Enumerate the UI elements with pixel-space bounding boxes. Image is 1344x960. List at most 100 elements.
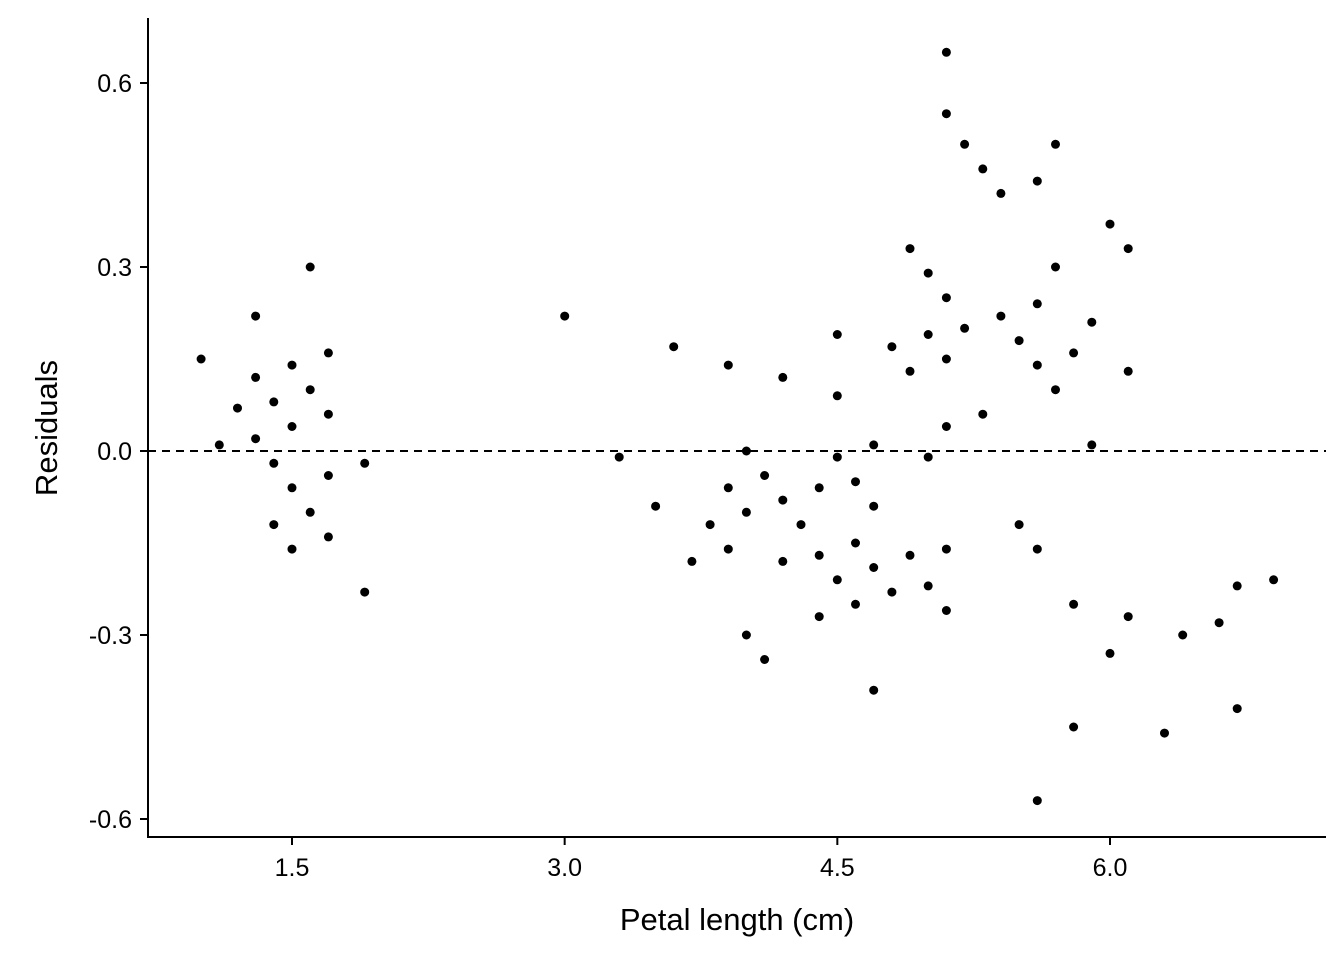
data-point (1014, 520, 1024, 530)
data-point (869, 501, 879, 511)
data-point (814, 550, 824, 560)
data-point (233, 403, 242, 413)
y-tick-label: -0.3 (89, 622, 132, 650)
data-point (741, 630, 751, 640)
data-point (287, 544, 297, 554)
data-point (287, 360, 297, 370)
data-point (741, 507, 751, 517)
data-point (323, 532, 333, 542)
data-point (923, 581, 933, 591)
data-point (1123, 244, 1133, 254)
data-point (814, 612, 824, 622)
data-point (1051, 139, 1060, 149)
data-point (323, 409, 333, 419)
data-point (814, 483, 824, 493)
data-point (305, 262, 315, 272)
data-point (778, 556, 788, 566)
data-point (923, 330, 933, 339)
data-point (1123, 612, 1133, 622)
data-points (196, 47, 1279, 806)
data-point (251, 311, 261, 321)
y-tick-label: 0.6 (97, 70, 132, 98)
data-point (1032, 796, 1042, 806)
data-point (1105, 648, 1115, 658)
data-point (832, 575, 842, 585)
data-point (851, 538, 860, 548)
data-point (832, 330, 842, 339)
data-point (1032, 299, 1042, 309)
data-point (851, 599, 860, 609)
data-point (1087, 440, 1097, 450)
data-point (923, 268, 933, 278)
data-point (360, 587, 370, 597)
data-point (196, 354, 206, 364)
data-point (1051, 262, 1060, 272)
data-point (1032, 544, 1042, 554)
data-point (941, 47, 951, 57)
x-tick-label: 1.5 (275, 854, 310, 882)
data-point (1014, 336, 1024, 346)
data-point (614, 452, 624, 462)
data-point (723, 544, 733, 554)
data-point (905, 244, 915, 254)
y-tick-label: -0.6 (89, 806, 132, 834)
data-point (905, 550, 915, 560)
data-point (960, 323, 970, 333)
data-point (832, 391, 842, 401)
data-point (1269, 575, 1279, 585)
data-point (978, 409, 988, 419)
plot-panel (148, 47, 1326, 806)
data-point (323, 471, 333, 480)
data-point (651, 501, 661, 511)
y-axis-ticks: -0.6 -0.3 0.0 0.3 0.6 (89, 70, 148, 834)
x-axis-title: Petal length (cm) (620, 902, 854, 937)
data-point (996, 188, 1006, 198)
y-tick-label: 0.3 (97, 254, 132, 282)
data-point (851, 477, 860, 487)
data-point (1032, 176, 1042, 186)
data-point (1069, 722, 1079, 732)
data-point (960, 139, 970, 149)
data-point (996, 311, 1006, 321)
data-point (323, 348, 333, 358)
data-point (778, 372, 788, 382)
data-point (941, 422, 951, 431)
data-point (560, 311, 570, 321)
data-point (1178, 630, 1188, 640)
data-point (214, 440, 224, 450)
data-point (705, 520, 715, 530)
x-axis-ticks: 1.5 3.0 4.5 6.0 (275, 837, 1128, 882)
data-point (796, 520, 806, 530)
data-point (941, 354, 951, 364)
data-point (869, 563, 879, 572)
data-point (869, 685, 879, 695)
data-point (923, 452, 933, 462)
x-tick-label: 6.0 (1093, 854, 1128, 882)
data-point (941, 544, 951, 554)
data-point (760, 471, 770, 480)
data-point (269, 397, 279, 407)
data-point (687, 556, 697, 566)
data-point (669, 342, 679, 352)
y-axis-title: Residuals (29, 360, 64, 496)
data-point (287, 483, 297, 493)
data-point (941, 293, 951, 303)
data-point (269, 458, 279, 468)
data-point (1032, 360, 1042, 370)
data-point (941, 109, 951, 119)
data-point (360, 458, 370, 468)
data-point (1123, 366, 1133, 376)
data-point (1232, 704, 1242, 714)
data-point (887, 587, 897, 597)
data-point (778, 495, 788, 505)
data-point (741, 446, 751, 456)
data-point (1160, 728, 1169, 738)
data-point (905, 366, 915, 376)
data-point (723, 360, 733, 370)
data-point (269, 520, 279, 530)
data-point (1214, 618, 1224, 628)
data-point (1105, 219, 1115, 229)
data-point (832, 452, 842, 462)
x-tick-label: 4.5 (820, 854, 855, 882)
data-point (251, 434, 261, 444)
